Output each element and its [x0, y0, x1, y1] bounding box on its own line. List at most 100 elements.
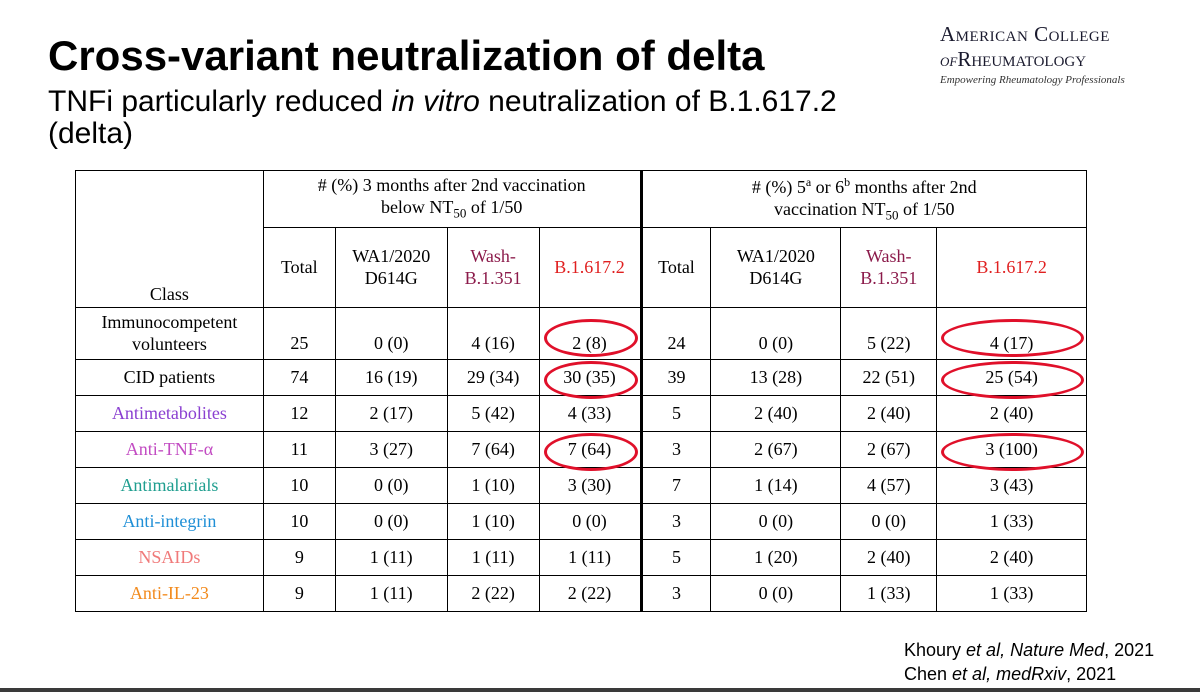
slide-subtitle: TNFi particularly reduced in vitro neutr… [48, 86, 868, 150]
row-class: Antimalarials [75, 466, 264, 504]
table-row: NSAIDs 9 1 (11) 1 (11) 1 (11) 5 1 (20) 2… [75, 538, 1087, 576]
cell-delta-2: 3 (43) [936, 466, 1087, 504]
acr-logo: American College ofRheumatology Empoweri… [940, 22, 1158, 86]
wash-header-2-line2: B.1.351 [860, 268, 918, 289]
cell-wash-1: 29 (34) [446, 358, 540, 396]
cell-delta-1: 2 (22) [538, 574, 642, 612]
cite1-author: Khoury [904, 640, 967, 660]
cell-delta-2: 2 (40) [936, 394, 1087, 432]
row-class: Anti-IL-23 [75, 574, 264, 612]
group2-sup-a: a [805, 175, 812, 189]
wa-header-2-line1: WA1/2020 [736, 246, 815, 267]
cell-delta-1: 4 (33) [538, 394, 642, 432]
cell-wa-2: 1 (20) [710, 538, 842, 576]
delta-header-1: B.1.617.2 [538, 226, 642, 308]
cell-total-1: 9 [262, 574, 336, 612]
table-row: Antimetabolites 12 2 (17) 5 (42) 4 (33) … [75, 394, 1087, 432]
cell-total-2: 39 [639, 358, 712, 396]
group1-sub: 50 [453, 205, 467, 221]
table-row: Antimalarials 10 0 (0) 1 (10) 3 (30) 7 1… [75, 466, 1087, 504]
group1-line2-post: of 1/50 [466, 196, 523, 217]
cell-total-2: 5 [639, 394, 712, 432]
group1-line1: # (%) 3 months after 2nd vaccination [317, 174, 586, 195]
cell-total-2: 24 [639, 306, 712, 360]
row-class-line2: volunteers [131, 334, 207, 355]
group2-sup-b: b [844, 175, 851, 189]
cell-wash-1: 2 (22) [446, 574, 540, 612]
cite2-author: Chen [904, 664, 953, 684]
logo-line2: ofRheumatology [940, 47, 1158, 72]
cell-delta-1: 7 (64) [538, 430, 642, 472]
cell-wa-1: 2 (17) [334, 394, 448, 432]
cell-total-2: 3 [639, 430, 712, 468]
group2-line2-post: of 1/50 [898, 199, 955, 219]
cell-wa-1: 1 (11) [334, 538, 448, 576]
neutralization-table: Class # (%) 3 months after 2nd vaccinati… [75, 170, 1087, 612]
cell-wash-1: 1 (10) [446, 466, 540, 504]
cell-delta-1: 3 (30) [538, 466, 642, 504]
row-class: CID patients [75, 358, 264, 396]
cell-wa-2: 13 (28) [710, 358, 842, 396]
cell-delta-2: 4 (17) [936, 306, 1087, 360]
cell-wa-1: 1 (11) [334, 574, 448, 612]
logo-line1: American College [940, 22, 1110, 46]
cell-delta-1: 2 (8) [538, 306, 642, 360]
subtitle-em: in vitro [391, 85, 480, 118]
row-class: Anti-TNF-α [75, 430, 264, 468]
cell-wash-1: 1 (10) [446, 502, 540, 540]
cell-wash-2: 2 (40) [840, 394, 938, 432]
cell-wa-2: 2 (40) [710, 394, 842, 432]
group2-line2: vaccination NT50 of 1/50 [645, 198, 1085, 227]
table-row: Immunocompetent volunteers 25 0 (0) 4 (16… [75, 306, 1087, 360]
bottom-divider [0, 688, 1200, 692]
cell-delta-2: 2 (40) [936, 538, 1087, 576]
cell-wash-2: 1 (33) [840, 574, 938, 612]
cell-delta-2: 1 (33) [936, 574, 1087, 612]
cell-wa-2: 2 (67) [710, 430, 842, 468]
cite2-year: , 2021 [1066, 664, 1117, 684]
cell-total-2: 5 [639, 538, 712, 576]
cell-delta-1: 0 (0) [538, 502, 642, 540]
row-class: Anti-integrin [75, 502, 264, 540]
cell-total-1: 74 [262, 358, 336, 396]
cell-wash-1: 4 (16) [446, 306, 540, 360]
cell-wash-2: 0 (0) [840, 502, 938, 540]
group2-line1-pre: # (%) 5 [751, 177, 806, 197]
cell-total-1: 11 [262, 430, 336, 468]
logo-rheum: Rheumatology [957, 47, 1087, 71]
group2-line2-pre: vaccination NT [774, 199, 886, 219]
cell-total-2: 7 [639, 466, 712, 504]
cell-wa-2: 0 (0) [710, 574, 842, 612]
delta-header-2: B.1.617.2 [936, 226, 1087, 308]
total-header-1: Total [262, 226, 336, 308]
wa-header-1-line2: D614G [364, 268, 418, 289]
cell-delta-2: 1 (33) [936, 502, 1087, 540]
group1-line2-pre: below NT [380, 196, 454, 217]
cell-delta-1: 1 (11) [538, 538, 642, 576]
cell-wash-2: 4 (57) [840, 466, 938, 504]
wash-header-1-line1: Wash- [470, 246, 516, 267]
wa-header-1: WA1/2020 D614G [334, 226, 448, 308]
group2-header: # (%) 5a or 6b months after 2nd vaccinat… [639, 170, 1087, 228]
group2-line1-post: months after 2nd [850, 177, 977, 197]
group1-line2: below NT50 of 1/50 [266, 196, 638, 225]
wash-header-1: Wash- B.1.351 [446, 226, 540, 308]
total-header-2: Total [639, 226, 712, 308]
citation-khoury: Khoury et al, Nature Med, 2021 [904, 640, 1154, 661]
subtitle-post: neutralization of B.1.617.2 (delta) [48, 85, 837, 150]
cell-delta-1: 30 (35) [538, 358, 642, 400]
cell-wa-2: 0 (0) [710, 502, 842, 540]
wa-header-1-line1: WA1/2020 [352, 246, 431, 267]
wa-header-2-line2: D614G [749, 268, 803, 289]
cell-wash-2: 2 (40) [840, 538, 938, 576]
cite1-etal: et al, Nature Med [966, 640, 1105, 660]
row-class: NSAIDs [75, 538, 264, 576]
cell-total-1: 10 [262, 466, 336, 504]
cell-wash-2: 2 (67) [840, 430, 938, 468]
logo-tagline: Empowering Rheumatology Professionals [940, 74, 1125, 86]
cell-wa-2: 1 (14) [710, 466, 842, 504]
cell-wash-1: 1 (11) [446, 538, 540, 576]
cell-wash-2: 22 (51) [840, 358, 938, 396]
wash-header-2: Wash- B.1.351 [840, 226, 938, 308]
cell-total-2: 3 [639, 502, 712, 540]
